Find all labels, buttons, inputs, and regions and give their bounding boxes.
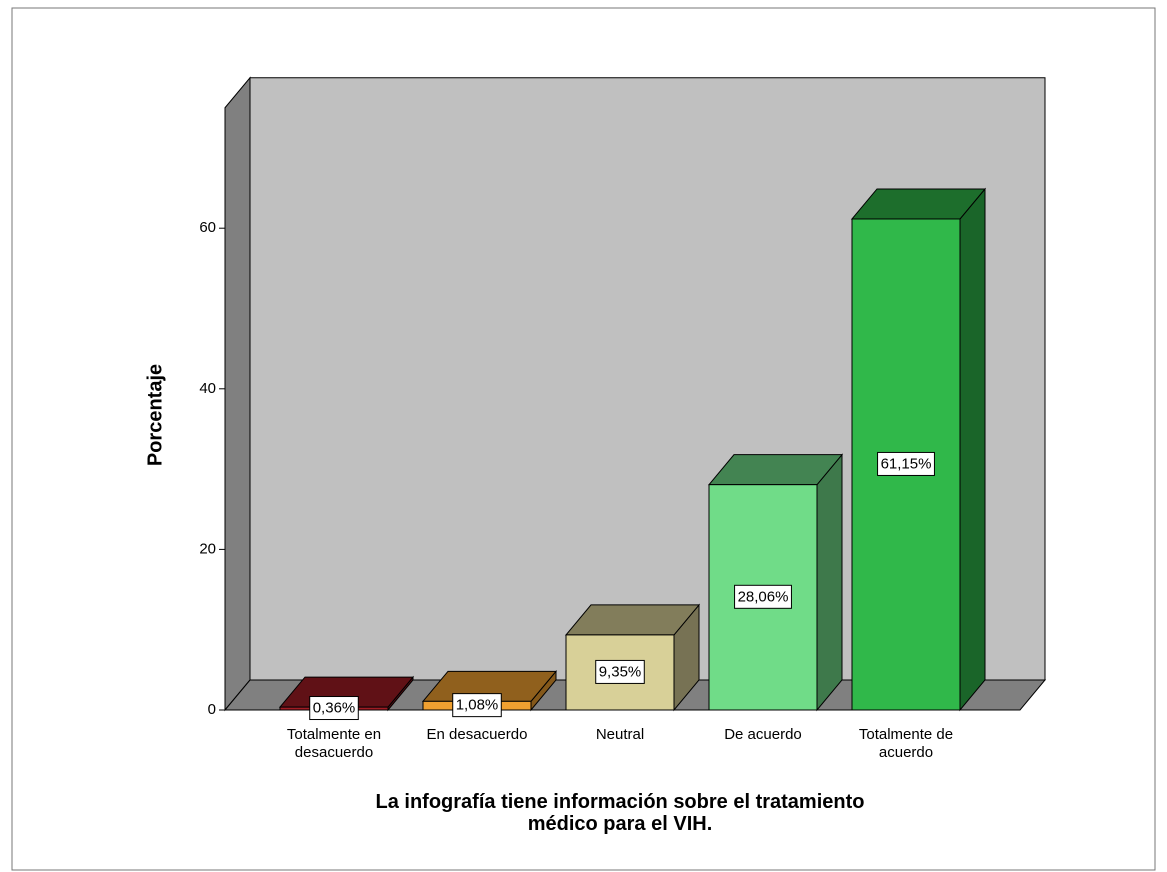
y-tick-label: 40: [199, 380, 216, 397]
bar-side: [959, 187, 986, 712]
x-tick-label: Neutral: [595, 726, 645, 743]
value-label-box: [734, 584, 792, 609]
value-label: 9,35%: [599, 663, 642, 680]
x-tick-label: En desacuerdo: [426, 726, 528, 743]
value-label-box: [452, 693, 502, 718]
x-tick-label: Totalmente de acuerdo: [858, 726, 954, 761]
value-label: 61,15%: [881, 455, 932, 472]
y-tick-label: 0: [208, 701, 216, 718]
value-label-box: [595, 659, 645, 684]
left-wall: [224, 76, 251, 712]
y-tick-label: 60: [199, 219, 216, 236]
value-label: 0,36%: [313, 700, 356, 717]
x-tick-label: Totalmente en desacuerdo: [286, 726, 382, 761]
value-label: 1,08%: [456, 697, 499, 714]
x-tick-label: De acuerdo: [724, 726, 802, 743]
x-axis-title: médico para el VIH.: [527, 813, 713, 835]
y-tick-label: 20: [199, 540, 216, 557]
value-label-box: [309, 696, 359, 721]
value-label: 28,06%: [738, 588, 789, 605]
x-axis-title: La infografía tiene información sobre el…: [375, 791, 865, 813]
y-axis-title: Porcentaje: [144, 364, 166, 466]
bar-side: [816, 453, 843, 712]
value-label-box: [877, 451, 935, 476]
